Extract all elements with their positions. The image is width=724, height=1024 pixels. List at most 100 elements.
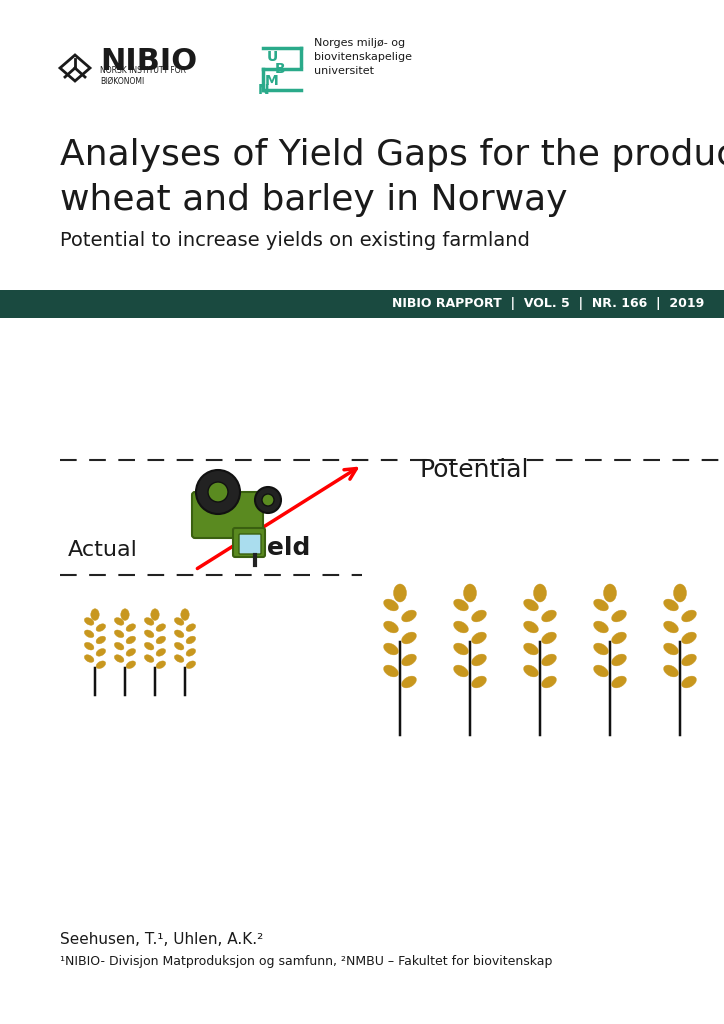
Ellipse shape	[454, 622, 468, 633]
Ellipse shape	[126, 648, 135, 656]
Ellipse shape	[534, 584, 547, 602]
Ellipse shape	[384, 622, 398, 633]
Ellipse shape	[612, 654, 626, 666]
Ellipse shape	[664, 643, 678, 655]
Ellipse shape	[156, 624, 166, 632]
Ellipse shape	[594, 599, 608, 611]
Ellipse shape	[144, 642, 154, 650]
Ellipse shape	[186, 624, 195, 632]
Text: B: B	[274, 62, 285, 76]
Ellipse shape	[85, 642, 94, 650]
FancyBboxPatch shape	[239, 534, 261, 554]
Ellipse shape	[681, 610, 696, 622]
Text: NORSK INSTITUTT FOR
BIØKONOMI: NORSK INSTITUTT FOR BIØKONOMI	[100, 67, 186, 86]
Text: M: M	[265, 74, 279, 88]
Text: Yield: Yield	[240, 536, 311, 560]
Ellipse shape	[664, 599, 678, 611]
Ellipse shape	[144, 654, 154, 663]
Text: N: N	[258, 83, 270, 97]
Ellipse shape	[523, 599, 539, 611]
Ellipse shape	[96, 624, 106, 632]
Ellipse shape	[681, 676, 696, 688]
Ellipse shape	[96, 648, 106, 656]
Ellipse shape	[471, 632, 487, 644]
Text: Analyses of Yield Gaps for the production of: Analyses of Yield Gaps for the productio…	[60, 138, 724, 172]
Circle shape	[196, 470, 240, 514]
Ellipse shape	[186, 648, 195, 656]
Ellipse shape	[681, 632, 696, 644]
Circle shape	[255, 487, 281, 513]
Ellipse shape	[96, 636, 106, 644]
Ellipse shape	[664, 622, 678, 633]
Ellipse shape	[612, 676, 626, 688]
Ellipse shape	[612, 632, 626, 644]
Ellipse shape	[126, 660, 135, 669]
Ellipse shape	[454, 666, 468, 677]
Circle shape	[208, 482, 228, 502]
Ellipse shape	[114, 630, 124, 638]
Ellipse shape	[673, 584, 686, 602]
FancyBboxPatch shape	[192, 492, 263, 538]
Text: NIBIO RAPPORT  |  VOL. 5  |  NR. 166  |  2019: NIBIO RAPPORT | VOL. 5 | NR. 166 | 2019	[392, 298, 704, 310]
Ellipse shape	[454, 643, 468, 655]
Ellipse shape	[186, 636, 195, 644]
Ellipse shape	[542, 676, 556, 688]
Ellipse shape	[85, 654, 94, 663]
Ellipse shape	[85, 630, 94, 638]
Ellipse shape	[594, 622, 608, 633]
Ellipse shape	[394, 584, 406, 602]
Ellipse shape	[471, 654, 487, 666]
Ellipse shape	[114, 617, 124, 626]
FancyBboxPatch shape	[233, 528, 265, 557]
Text: ¹NIBIO- Divisjon Matproduksjon og samfunn, ²NMBU – Fakultet for biovitenskap: ¹NIBIO- Divisjon Matproduksjon og samfun…	[60, 955, 552, 969]
Ellipse shape	[542, 632, 556, 644]
Ellipse shape	[126, 636, 135, 644]
Ellipse shape	[144, 630, 154, 638]
Ellipse shape	[523, 622, 539, 633]
Ellipse shape	[144, 617, 154, 626]
Text: NIBIO: NIBIO	[100, 47, 197, 77]
Ellipse shape	[174, 630, 184, 638]
Text: wheat and barley in Norway: wheat and barley in Norway	[60, 183, 568, 217]
Ellipse shape	[402, 676, 416, 688]
Ellipse shape	[402, 632, 416, 644]
Ellipse shape	[156, 648, 166, 656]
Text: Seehusen, T.¹, Uhlen, A.K.²: Seehusen, T.¹, Uhlen, A.K.²	[60, 933, 264, 947]
Ellipse shape	[156, 636, 166, 644]
Ellipse shape	[402, 654, 416, 666]
Text: Actual: Actual	[68, 540, 138, 560]
Ellipse shape	[126, 624, 135, 632]
Ellipse shape	[114, 642, 124, 650]
Ellipse shape	[186, 660, 195, 669]
Ellipse shape	[156, 660, 166, 669]
Ellipse shape	[384, 666, 398, 677]
Ellipse shape	[542, 654, 556, 666]
Ellipse shape	[114, 654, 124, 663]
Text: Potential: Potential	[420, 458, 529, 482]
Circle shape	[262, 494, 274, 506]
Ellipse shape	[121, 608, 129, 621]
Ellipse shape	[594, 643, 608, 655]
Ellipse shape	[85, 617, 94, 626]
Ellipse shape	[174, 642, 184, 650]
Ellipse shape	[471, 610, 487, 622]
Text: Norges miljø- og
biovitenskapelige
universitet: Norges miljø- og biovitenskapelige unive…	[314, 38, 412, 76]
Text: Potential to increase yields on existing farmland: Potential to increase yields on existing…	[60, 230, 530, 250]
Ellipse shape	[181, 608, 189, 621]
Ellipse shape	[664, 666, 678, 677]
Ellipse shape	[384, 599, 398, 611]
Ellipse shape	[151, 608, 159, 621]
Ellipse shape	[471, 676, 487, 688]
Ellipse shape	[612, 610, 626, 622]
Ellipse shape	[90, 608, 99, 621]
Ellipse shape	[96, 660, 106, 669]
Ellipse shape	[463, 584, 476, 602]
Ellipse shape	[604, 584, 617, 602]
Ellipse shape	[542, 610, 556, 622]
Ellipse shape	[454, 599, 468, 611]
Bar	[0, 290, 724, 318]
Ellipse shape	[523, 643, 539, 655]
Ellipse shape	[523, 666, 539, 677]
Ellipse shape	[681, 654, 696, 666]
Ellipse shape	[402, 610, 416, 622]
